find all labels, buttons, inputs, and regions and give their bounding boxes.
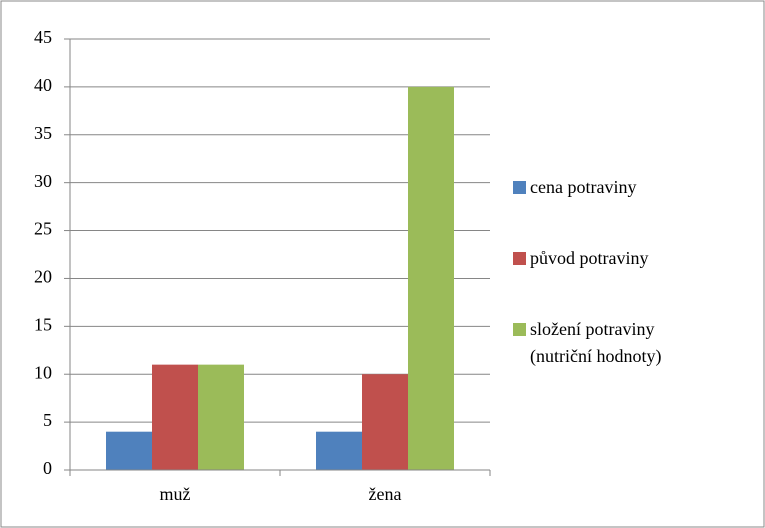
y-tick-label: 20 [34,267,52,287]
legend-label: cena potraviny [530,177,637,197]
bar [198,364,244,470]
y-tick-label: 15 [34,314,52,334]
y-tick-label: 5 [43,410,52,430]
y-tick-label: 10 [34,362,52,382]
legend-swatch [513,252,526,265]
legend-item: původ potraviny [513,245,743,272]
y-tick-label: 30 [34,171,52,191]
y-tick-label: 40 [34,75,52,95]
y-tick-label: 25 [34,219,52,239]
x-tick-label: muž [160,484,191,504]
y-tick-label: 35 [34,123,52,143]
y-tick-label: 0 [43,458,52,478]
bar [152,364,198,470]
legend-swatch [513,181,526,194]
bar [316,431,362,470]
y-tick-label: 45 [34,27,52,47]
legend-label: původ potraviny [530,248,649,268]
legend-label: složení potraviny (nutriční hodnoty) [530,319,662,366]
legend-item: cena potraviny [513,174,743,201]
x-tick-label: žena [369,484,402,504]
legend-swatch [513,323,526,336]
legend-item: složení potraviny (nutriční hodnoty) [513,316,743,370]
bar [362,374,408,470]
legend: cena potraviny původ potraviny složení pot… [513,174,743,414]
bar [106,431,152,470]
bar [408,86,454,470]
